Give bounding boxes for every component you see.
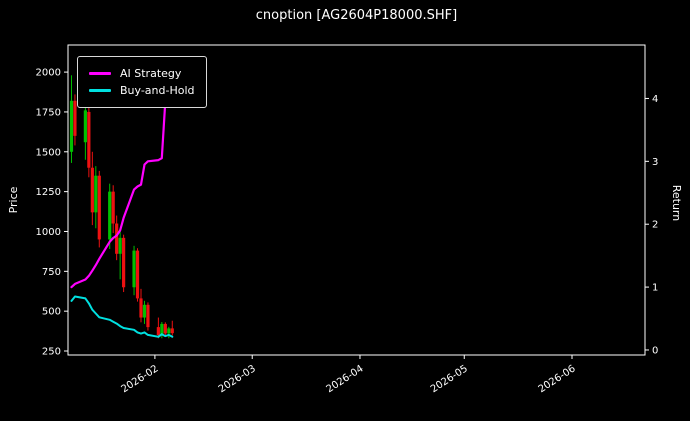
plot-border	[67, 44, 646, 356]
candle-body	[146, 304, 150, 328]
candle-body	[83, 110, 87, 143]
candle-body	[170, 328, 174, 334]
date-tick-label: 2026-04	[325, 363, 366, 395]
price-tick-label: 1750	[36, 107, 61, 118]
candle-body	[135, 250, 140, 299]
candle-body	[139, 298, 143, 318]
candle-body	[111, 191, 115, 224]
candle-body	[142, 304, 147, 318]
candle-body	[160, 323, 164, 336]
candle-body	[87, 111, 91, 168]
buy-and-hold-line	[70, 295, 174, 338]
return-tick-label: 2	[652, 220, 658, 231]
price-tick-label: 750	[42, 267, 61, 278]
legend-label-buy-and-hold: Buy-and-Hold	[120, 84, 195, 97]
date-tick-label: 2026-02	[119, 363, 160, 395]
candle-body	[163, 323, 167, 334]
legend-label-ai-strategy: AI Strategy	[120, 67, 182, 80]
candle-body	[156, 327, 160, 336]
return-axis-ticks: 0 1 2 3 4	[645, 94, 658, 356]
candle-body	[73, 100, 77, 136]
return-tick-label: 3	[652, 157, 658, 168]
candle-body	[69, 100, 74, 152]
date-axis-ticks: 2026-02 2026-03 2026-04 2026-05 2026-06	[119, 355, 578, 395]
price-tick-label: 1000	[36, 227, 61, 238]
buy-and-hold-line-icon	[89, 89, 111, 92]
candle-body	[94, 175, 98, 213]
price-tick-label: 2000	[36, 68, 61, 79]
candle-body	[97, 175, 101, 240]
price-tick-label: 250	[42, 347, 61, 358]
candle-body	[118, 237, 122, 254]
legend-entry-ai-strategy: AI Strategy	[89, 67, 195, 80]
return-tick-label: 1	[652, 283, 658, 294]
chart-title: cnoption [AG2604P18000.SHF]	[255, 8, 458, 23]
candle-body	[132, 250, 136, 288]
date-tick-label: 2026-06	[537, 363, 578, 395]
candle-body	[115, 223, 119, 254]
candles-layer	[69, 75, 174, 339]
price-tick-label: 1250	[36, 187, 61, 198]
candle-body	[108, 191, 112, 240]
candle-body	[122, 237, 126, 288]
legend: AI Strategy Buy-and-Hold	[77, 56, 207, 108]
return-tick-label: 4	[652, 94, 658, 105]
legend-entry-buy-and-hold: Buy-and-Hold	[89, 84, 195, 97]
price-tick-label: 500	[42, 307, 61, 318]
date-tick-label: 2026-03	[217, 363, 258, 395]
ai-strategy-line-icon	[89, 72, 111, 75]
price-axis-ticks: 250 500 750 1000 1250 1500 1750 2000	[36, 68, 68, 358]
date-tick-label: 2026-05	[429, 363, 470, 395]
candle-body	[90, 167, 94, 213]
price-tick-label: 1500	[36, 147, 61, 158]
return-tick-label: 0	[652, 345, 658, 356]
candle-body	[167, 328, 171, 334]
ai-strategy-line	[70, 85, 174, 289]
